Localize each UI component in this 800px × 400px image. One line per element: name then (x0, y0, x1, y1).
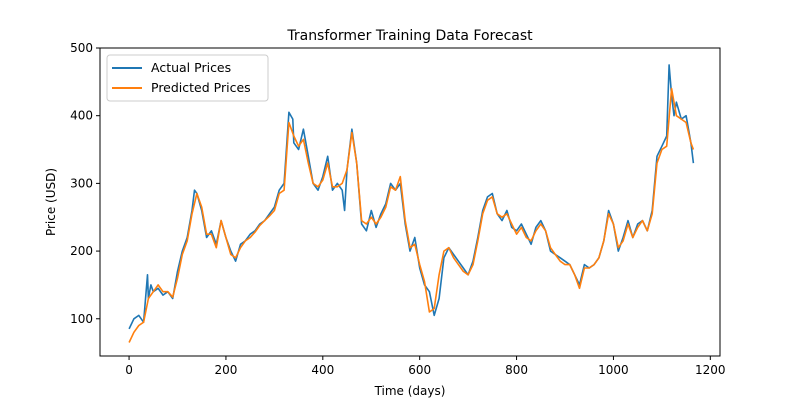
legend-box (106, 54, 269, 102)
legend: Actual Prices Predicted Prices (106, 54, 269, 102)
legend-label-0: Actual Prices (151, 60, 231, 75)
plot-lines (128, 64, 695, 343)
series-line-1 (128, 87, 695, 343)
x-tick-label: 1200 (695, 363, 726, 377)
y-tick-label: 300 (70, 176, 93, 190)
x-tick-label: 600 (408, 363, 431, 377)
x-tick-label: 1000 (598, 363, 629, 377)
y-axis-label: Price (USD) (44, 168, 58, 236)
plot-frame (99, 47, 721, 357)
x-axis-label: Time (days) (374, 384, 446, 398)
x-tick-label: 800 (505, 363, 528, 377)
x-tick-label: 400 (311, 363, 334, 377)
y-tick-label: 400 (70, 109, 93, 123)
y-axis: 100 200 300 400 500 (70, 41, 100, 326)
x-axis: 0 200 400 600 800 1000 1200 (125, 356, 726, 377)
y-tick-label: 100 (70, 312, 93, 326)
x-tick-label: 0 (125, 363, 133, 377)
legend-label-1: Predicted Prices (151, 80, 251, 95)
chart-title: Transformer Training Data Forecast (286, 28, 533, 44)
x-tick-label: 200 (214, 363, 237, 377)
series-line-0 (128, 64, 695, 330)
y-tick-label: 500 (70, 41, 93, 55)
y-tick-label: 200 (70, 244, 93, 258)
